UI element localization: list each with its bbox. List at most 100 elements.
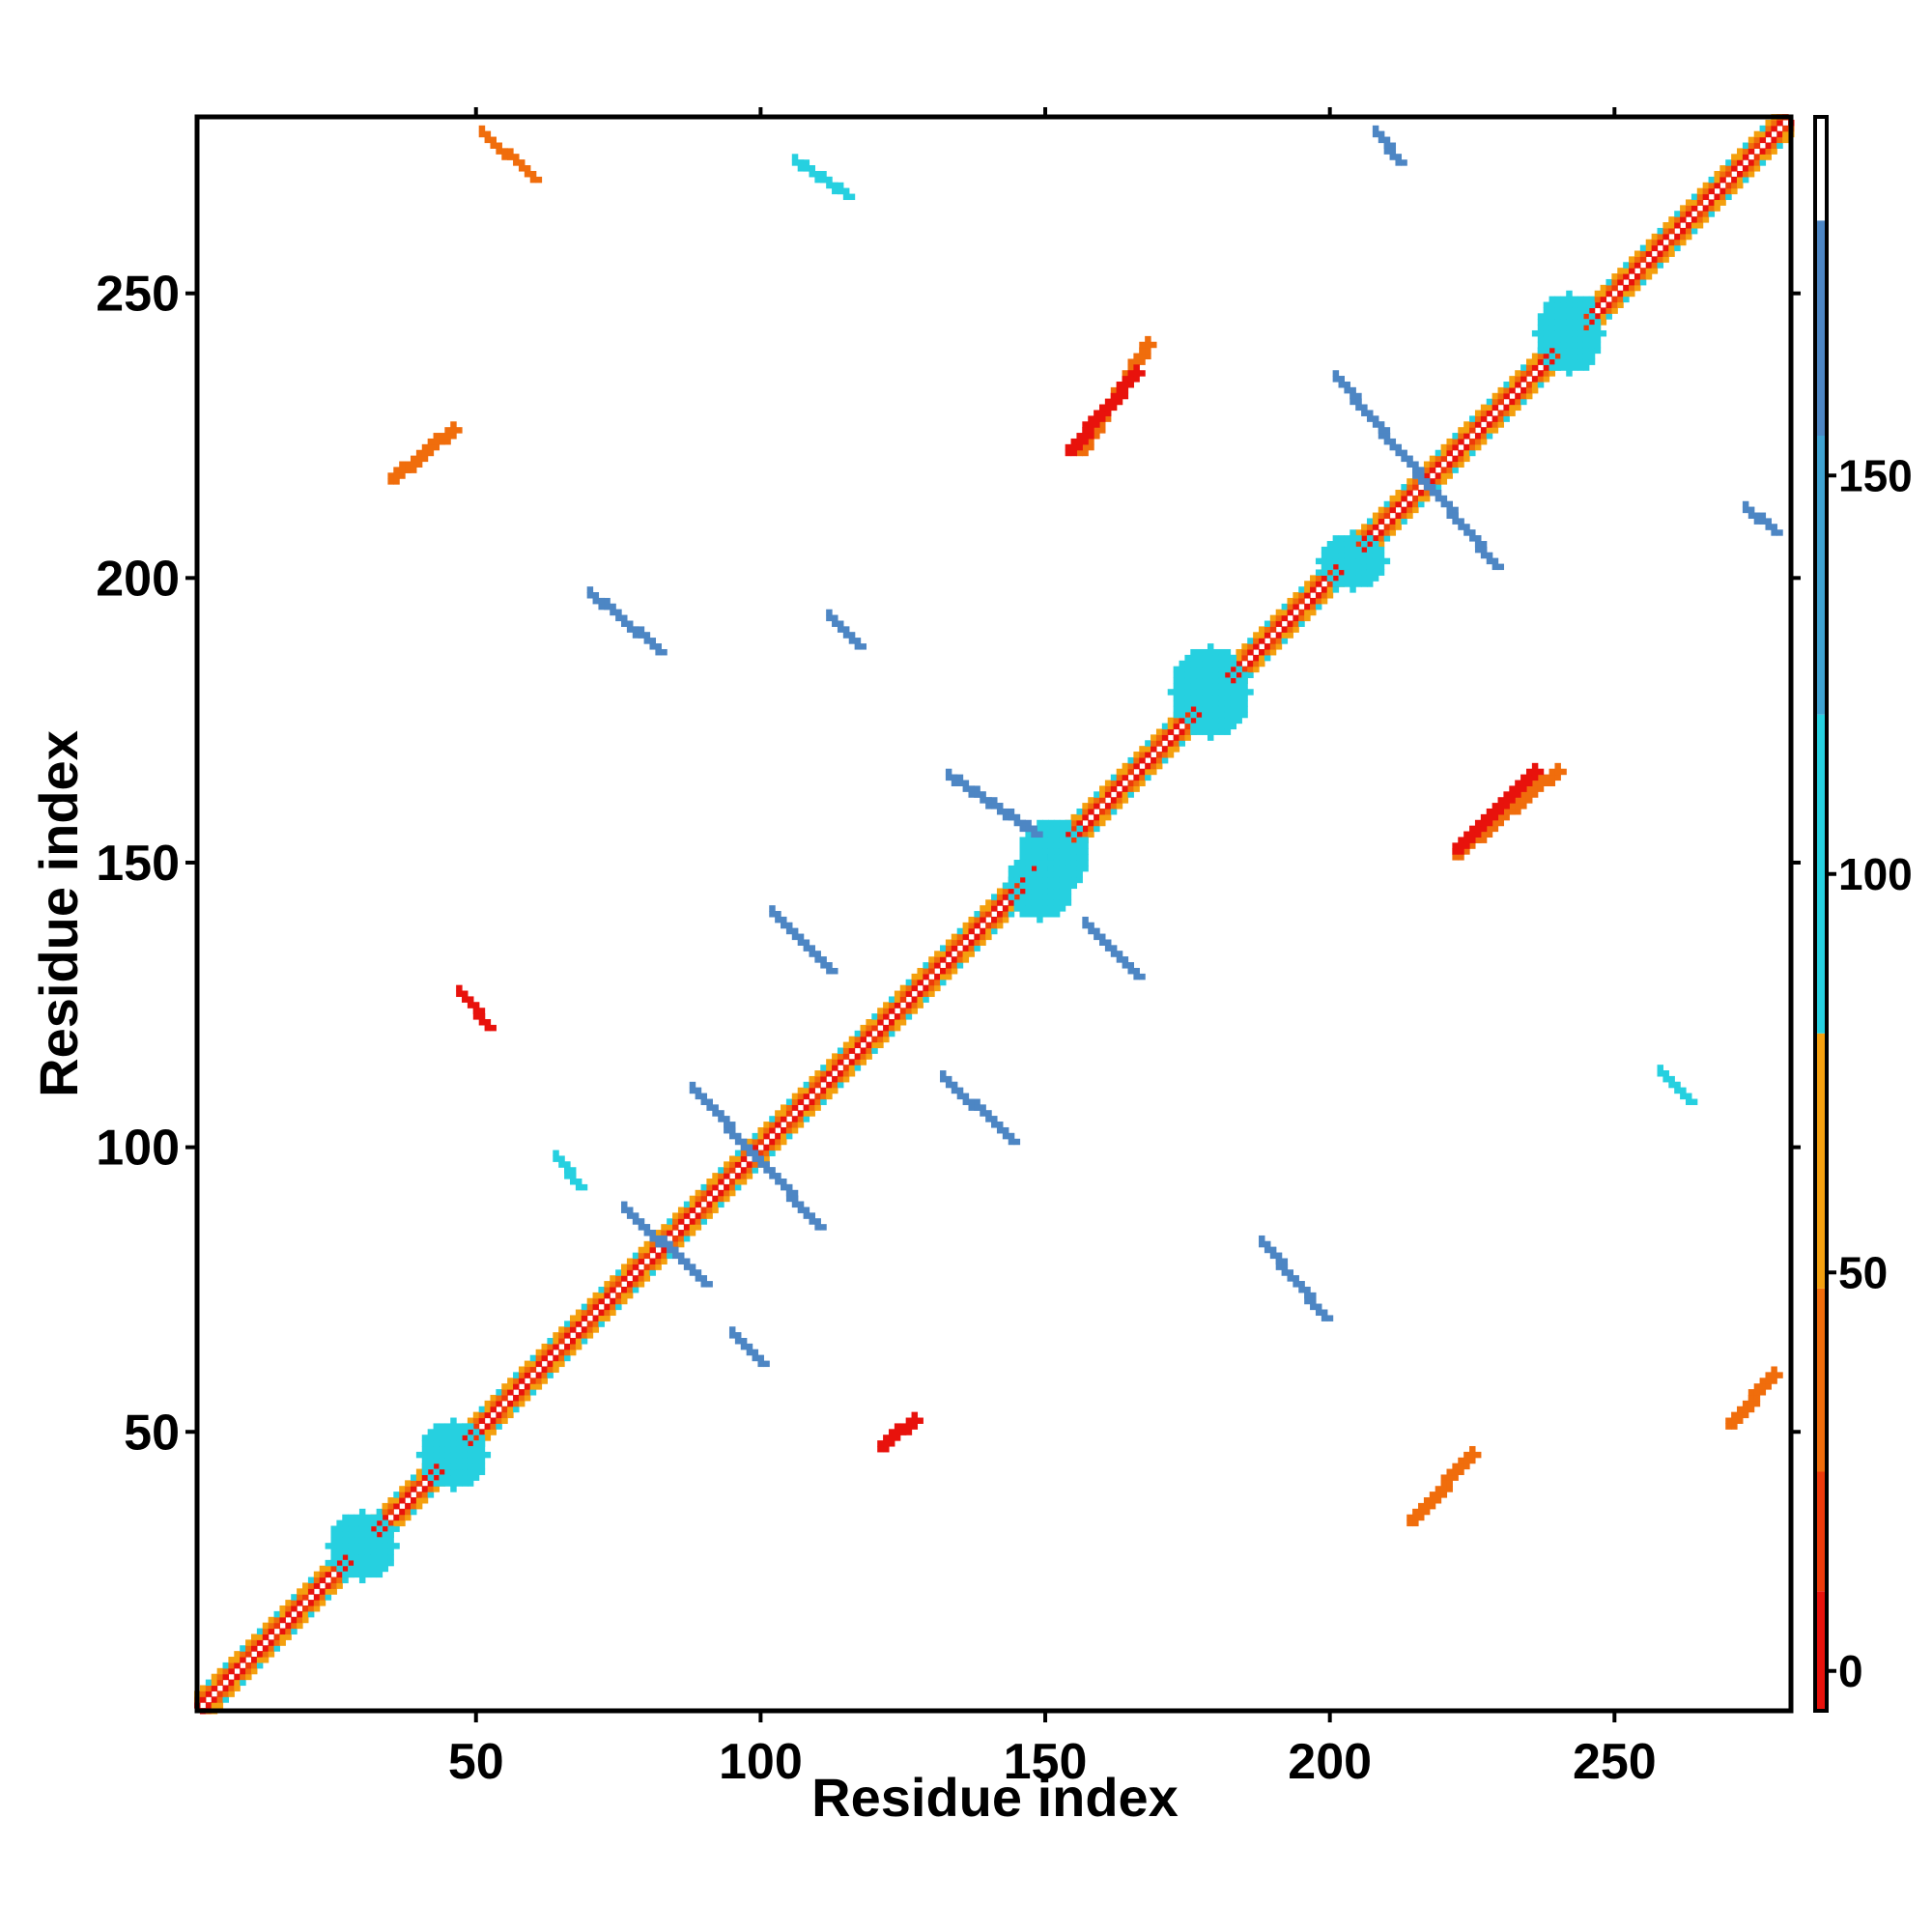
diagonal-cell [1173,740,1180,747]
contact-cell [1031,876,1037,884]
diagonal-cell [1099,797,1106,804]
contact-cell [405,467,412,473]
diagonal-cell [216,1690,224,1697]
diagonal-cell [1304,603,1311,611]
colorbar-tick-label: 150 [1838,450,1913,500]
contact-cell [1013,1138,1021,1146]
contact-cell [592,592,600,599]
contact-cell [1480,831,1488,838]
diagonal-cell [1145,774,1151,781]
contact-cell [1047,876,1055,884]
diagonal-cell [1161,752,1169,758]
contact-cell [626,626,634,633]
contact-cell [336,1537,343,1544]
contact-cell [1771,1378,1777,1384]
contact-cell [1657,1065,1663,1071]
diagonal-cell [427,1492,435,1498]
contact-cell [478,1019,486,1026]
diagonal-cell [1378,529,1385,536]
contact-cell [1361,410,1368,416]
diagonal-cell [1099,791,1106,798]
diagonal-cell [814,1075,821,1083]
contact-cell [478,1008,486,1014]
contact-cell [399,472,406,479]
contact-cell [421,1440,429,1447]
contact-cell [1059,842,1066,849]
diagonal-cell [1617,290,1624,298]
contact-cell [336,1525,343,1532]
diagonal-cell [1310,575,1317,582]
contact-cell [1088,415,1094,422]
contact-cell [1492,563,1499,571]
contact-cell [757,1161,764,1168]
diagonal-cell [319,1565,327,1573]
contact-cell [1184,700,1191,707]
diagonal-cell [1458,455,1464,463]
diagonal-cell [1515,370,1521,377]
contact-cell [724,1126,730,1134]
diagonal-cell [945,967,952,975]
diagonal-cell [842,1075,850,1083]
contact-cell [1463,1463,1470,1470]
contact-cell [1190,689,1197,696]
contact-cell [1230,711,1237,719]
contact-cell [358,1559,366,1567]
contact-cell [1047,842,1055,849]
contact-cell [1082,916,1089,923]
diagonal-cell [883,1024,890,1032]
diagonal-cell [513,1372,520,1378]
contact-cell [1236,666,1242,673]
contact-cell [1212,666,1220,673]
contact-cell [1025,876,1032,884]
diagonal-cell [1520,398,1527,406]
diagonal-cell [1326,592,1334,599]
contact-cell [348,1571,355,1578]
diagonal-cell [638,1246,645,1254]
contact-cell [1440,1474,1448,1481]
contact-cell [951,1081,958,1089]
contact-cell [1338,557,1345,565]
contact-cell [1429,1502,1436,1510]
contact-cell [956,780,964,786]
diagonal-cell [1492,421,1499,428]
diagonal-cell [649,1246,656,1254]
contact-cell [348,1565,355,1573]
contact-cell [1554,325,1561,331]
diagonal-cell [415,1502,423,1510]
contact-cell [462,1429,469,1435]
diagonal-cell [763,1144,770,1151]
diagonal-cell [621,1297,628,1305]
contact-cell [1344,557,1350,565]
contact-cell [1492,803,1499,810]
diagonal-cell [297,1616,303,1624]
contact-cell [1224,648,1232,656]
contact-cell [1202,671,1208,679]
contact-cell [478,1457,486,1464]
diagonal-cell [1651,244,1659,252]
contact-cell [832,620,838,627]
contact-cell [1389,438,1397,445]
contact-cell [826,176,833,184]
contact-cell [763,1167,770,1174]
contact-cell [1497,563,1504,571]
contact-cell [364,1559,372,1567]
contact-cell [1019,865,1026,872]
diagonal-cell [1269,643,1277,650]
contact-cell [364,1553,372,1561]
contact-cell [1025,894,1032,900]
contact-cell [1566,307,1573,314]
contact-cell [1560,353,1567,360]
contact-cell [1753,1400,1761,1407]
contact-cell [1236,677,1242,684]
diagonal-cell [962,956,970,963]
diagonal-cell [1543,364,1550,371]
diagonal-cell [1696,187,1704,195]
contact-cell [1515,808,1521,815]
contact-cell [980,1110,986,1117]
contact-cell [1452,1463,1459,1470]
diagonal-cell [1486,427,1493,434]
contact-cell [1207,677,1214,684]
contact-cell [421,1468,429,1476]
contact-cell [1560,364,1567,371]
